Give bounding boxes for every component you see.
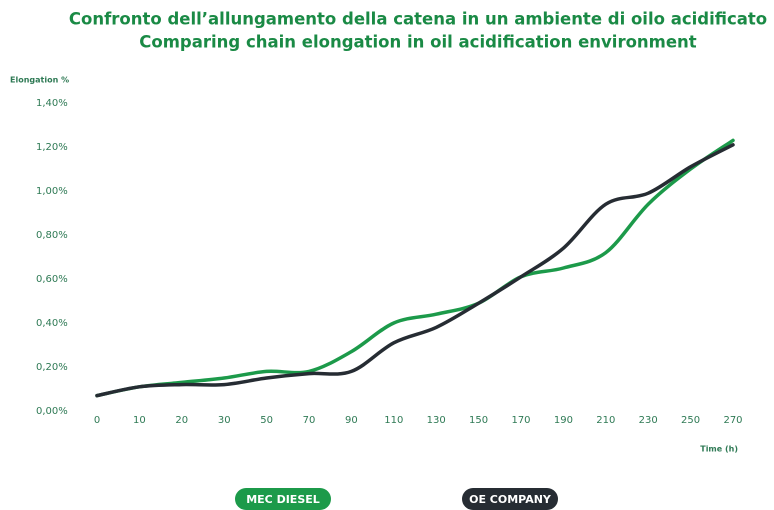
x-tick-label: 190 (554, 415, 573, 426)
x-tick-label: 210 (596, 415, 615, 426)
x-tick-label: 90 (345, 415, 358, 426)
y-axis-title: Elongation % (10, 76, 69, 85)
legend-label: OE COMPANY (469, 493, 552, 506)
chart-subtitle: Comparing chain elongation in oil acidif… (139, 33, 697, 52)
y-tick-label: 0,00% (36, 406, 68, 417)
x-tick-label: 0 (94, 415, 100, 426)
series-line (95, 138, 735, 398)
x-tick-label: 10 (133, 415, 146, 426)
y-tick-label: 1,00% (36, 186, 68, 197)
y-tick-label: 1,20% (36, 142, 68, 153)
x-tick-label: 50 (260, 415, 273, 426)
x-tick-label: 270 (723, 415, 742, 426)
y-tick-label: 0,40% (36, 318, 68, 329)
x-tick-label: 20 (175, 415, 188, 426)
x-tick-label: 130 (427, 415, 446, 426)
legend-label: MEC DIESEL (246, 493, 320, 506)
x-tick-label: 230 (639, 415, 658, 426)
x-tick-label: 30 (218, 415, 231, 426)
x-tick-label: 170 (511, 415, 530, 426)
x-axis-title: Time (h) (700, 445, 738, 454)
y-tick-label: 1,40% (36, 98, 68, 109)
y-tick-label: 0,80% (36, 230, 68, 241)
x-tick-label: 70 (303, 415, 316, 426)
legend-pill (462, 488, 558, 510)
x-tick-label: 250 (681, 415, 700, 426)
legend-pill (235, 488, 331, 510)
y-tick-label: 0,60% (36, 274, 68, 285)
x-tick-label: 110 (384, 415, 403, 426)
y-tick-label: 0,20% (36, 362, 68, 373)
series-line (95, 143, 735, 398)
chart-title: Confronto dell’allungamento della catena… (69, 10, 767, 29)
x-tick-label: 150 (469, 415, 488, 426)
